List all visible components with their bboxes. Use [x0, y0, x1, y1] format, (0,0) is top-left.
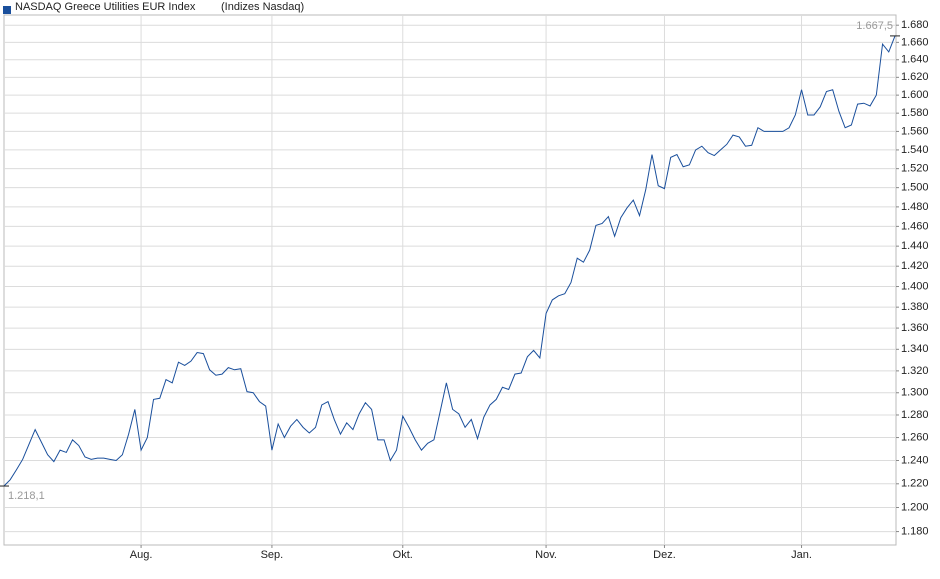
- annotation: 1.218,1: [8, 490, 45, 502]
- y-tick-label: 1.340: [901, 343, 929, 355]
- y-tick-label: 1.320: [901, 365, 929, 377]
- y-tick-label: 1.660: [901, 36, 929, 48]
- y-tick-label: 1.300: [901, 387, 929, 399]
- x-tick-label: Jan.: [791, 549, 812, 561]
- x-tick-label: Aug.: [130, 549, 153, 561]
- y-tick-label: 1.220: [901, 478, 929, 490]
- y-tick-label: 1.440: [901, 240, 929, 252]
- y-tick-label: 1.500: [901, 182, 929, 194]
- x-tick-label: Nov.: [535, 549, 557, 561]
- y-tick-label: 1.620: [901, 71, 929, 83]
- y-tick-label: 1.680: [901, 19, 929, 31]
- x-tick-label: Sep.: [261, 549, 284, 561]
- x-tick-label: Okt.: [393, 549, 413, 561]
- line: [3, 35, 896, 487]
- y-tick-label: 1.580: [901, 107, 929, 119]
- y-tick-label: 1.280: [901, 409, 929, 421]
- y-tick-label: 1.540: [901, 144, 929, 156]
- x-tick-label: Dez.: [653, 549, 676, 561]
- y-tick-label: 1.480: [901, 201, 929, 213]
- chart-subtitle: (Indizes Nasdaq): [221, 1, 304, 13]
- y-tick-label: 1.520: [901, 163, 929, 175]
- y-tick-label: 1.420: [901, 260, 929, 272]
- y-tick-label: 1.380: [901, 301, 929, 313]
- plot-area: [3, 14, 897, 546]
- chart-title: NASDAQ Greece Utilities EUR Index: [15, 1, 196, 13]
- y-tick-label: 1.400: [901, 280, 929, 292]
- y-tick-label: 1.560: [901, 125, 929, 137]
- y-tick-label: 1.260: [901, 431, 929, 443]
- y-tick-label: 1.360: [901, 322, 929, 334]
- y-tick-label: 1.200: [901, 501, 929, 513]
- y-tick-label: 1.180: [901, 525, 929, 537]
- y-tick-label: 1.460: [901, 220, 929, 232]
- annotation: 1.667,5: [856, 20, 893, 32]
- legend-swatch: [3, 6, 11, 14]
- y-tick-label: 1.600: [901, 89, 929, 101]
- y-tick-label: 1.640: [901, 54, 929, 66]
- y-tick-label: 1.240: [901, 454, 929, 466]
